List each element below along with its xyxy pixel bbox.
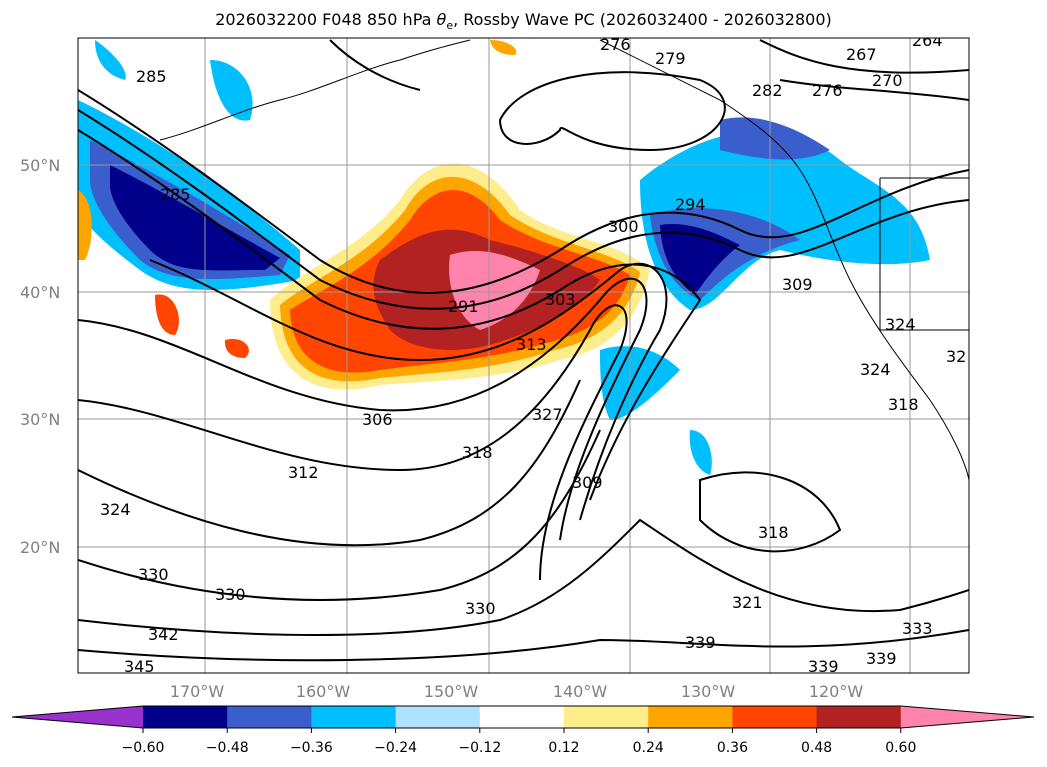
svg-text:318: 318 [888, 395, 919, 414]
colorbar-tick-label: 0.12 [548, 740, 579, 756]
colorbar-tick-label: −0.12 [458, 740, 501, 756]
svg-text:270: 270 [872, 71, 903, 90]
svg-text:140°W: 140°W [553, 682, 608, 701]
svg-text:120°W: 120°W [809, 682, 864, 701]
contour-labels: 285 285 291 303 300 294 282 276 267 270 … [100, 31, 966, 676]
svg-text:309: 309 [572, 473, 603, 492]
chart-title: 2026032200 F048 850 hPa θe, Rossby Wave … [215, 10, 832, 33]
svg-text:342: 342 [148, 625, 179, 644]
svg-text:32: 32 [946, 347, 966, 366]
svg-text:40°N: 40°N [20, 283, 60, 302]
colorbar-segment [12, 706, 143, 728]
svg-text:282: 282 [752, 81, 783, 100]
svg-text:339: 339 [808, 657, 839, 676]
colorbar-segment [900, 706, 1034, 728]
svg-text:279: 279 [655, 49, 686, 68]
graticule [78, 38, 969, 673]
svg-text:330: 330 [138, 565, 169, 584]
colorbar-tick-label: 0.36 [717, 740, 748, 756]
svg-text:333: 333 [902, 619, 933, 638]
colorbar-ticks: −0.60 −0.48 −0.36 −0.24 −0.12 0.12 0.24 0.36 0.4… [122, 728, 916, 756]
svg-text:170°W: 170°W [170, 682, 225, 701]
colorbar-segment [479, 706, 565, 728]
svg-text:276: 276 [600, 35, 631, 54]
positive-anomaly [78, 40, 650, 390]
map-frame [77, 37, 970, 674]
svg-text:303: 303 [545, 290, 576, 309]
svg-text:339: 339 [685, 633, 716, 652]
colorbar-segment [564, 706, 649, 728]
coastline [159, 39, 969, 481]
svg-text:150°W: 150°W [424, 682, 479, 701]
svg-text:130°W: 130°W [681, 682, 736, 701]
svg-text:264: 264 [912, 31, 943, 50]
svg-text:318: 318 [462, 443, 493, 462]
colorbar-segment [395, 706, 481, 728]
svg-text:309: 309 [782, 275, 813, 294]
svg-text:313: 313 [516, 335, 547, 354]
theta-e-contours [78, 39, 969, 662]
svg-text:291: 291 [448, 297, 479, 316]
map-area: 285 285 291 303 300 294 282 276 267 270 … [78, 31, 969, 676]
colorbar-segment [143, 706, 228, 728]
colorbar-tick-label: 0.48 [801, 740, 832, 756]
svg-text:330: 330 [215, 585, 246, 604]
svg-text:306: 306 [362, 410, 393, 429]
svg-text:276: 276 [812, 81, 843, 100]
colorbar-tick-label: 0.60 [885, 740, 916, 756]
svg-text:30°N: 30°N [20, 410, 60, 429]
colorbar-tick-label: −0.48 [206, 740, 249, 756]
lon-labels: 170°W 160°W 150°W 140°W 130°W 120°W [170, 682, 864, 701]
svg-text:294: 294 [675, 195, 706, 214]
svg-text:345: 345 [124, 657, 155, 676]
colorbar-tick-label: −0.24 [374, 740, 417, 756]
svg-text:312: 312 [288, 463, 319, 482]
colorbar-segment [311, 706, 397, 728]
svg-text:339: 339 [866, 649, 897, 668]
svg-text:324: 324 [860, 360, 891, 379]
colorbar-tick-label: −0.60 [122, 740, 165, 756]
svg-text:300: 300 [608, 217, 639, 236]
negative-anomaly-east [600, 117, 930, 475]
svg-text:285: 285 [160, 185, 191, 204]
lat-labels: 50°N 40°N 30°N 20°N [20, 156, 60, 557]
svg-text:318: 318 [758, 523, 789, 542]
colorbar-segment [816, 706, 902, 728]
svg-text:160°W: 160°W [296, 682, 351, 701]
svg-text:285: 285 [136, 67, 167, 86]
svg-text:324: 324 [885, 315, 916, 334]
svg-text:20°N: 20°N [20, 538, 60, 557]
svg-text:50°N: 50°N [20, 156, 60, 175]
svg-text:321: 321 [732, 593, 763, 612]
colorbar [11, 705, 1035, 729]
svg-text:327: 327 [532, 405, 563, 424]
negative-anomaly-west [78, 40, 300, 290]
colorbar-segment [648, 706, 733, 728]
svg-text:267: 267 [846, 45, 877, 64]
colorbar-segment [227, 706, 312, 728]
colorbar-tick-label: −0.36 [290, 740, 333, 756]
svg-text:330: 330 [465, 599, 496, 618]
svg-text:324: 324 [100, 500, 131, 519]
colorbar-tick-label: 0.24 [633, 740, 664, 756]
colorbar-segment [732, 706, 818, 728]
